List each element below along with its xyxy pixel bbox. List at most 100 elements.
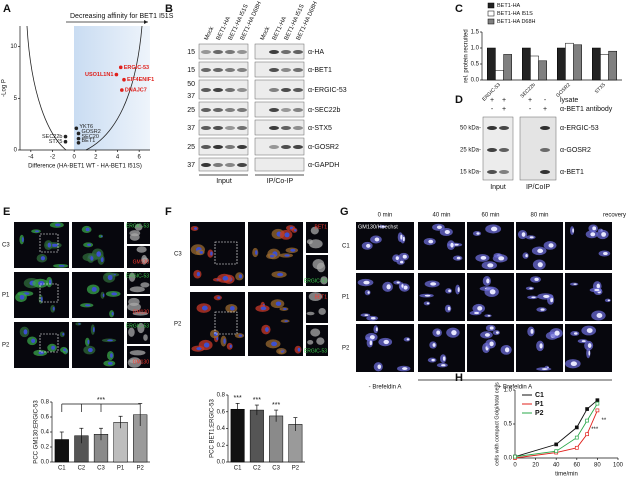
x-tick-label: C2	[253, 466, 261, 472]
nucleus	[374, 237, 380, 242]
nucleus	[366, 243, 371, 248]
legend-label: BET1-HA	[497, 3, 521, 9]
y-tick-label: 1.0	[471, 46, 480, 52]
mw-label: 50	[187, 81, 195, 88]
blot-strip	[254, 137, 305, 156]
sign: +	[502, 106, 506, 113]
nucleus	[284, 232, 290, 238]
micrograph	[72, 322, 124, 368]
nucleus	[531, 296, 536, 299]
band	[293, 50, 303, 54]
bar	[565, 42, 574, 81]
nucleus	[548, 243, 554, 248]
nucleus	[537, 262, 543, 268]
cell	[140, 282, 150, 288]
marker	[595, 401, 600, 406]
nucleus	[504, 347, 510, 353]
significance: ***	[253, 397, 261, 404]
marker	[554, 442, 559, 447]
band	[269, 50, 279, 54]
channel-label: GM130	[133, 309, 150, 315]
nucleus	[572, 228, 574, 233]
mw-label: 15 kDa-	[460, 170, 481, 176]
x-tick-label: P2	[292, 466, 300, 472]
band	[540, 170, 550, 174]
cell	[318, 308, 326, 315]
cell	[59, 331, 65, 338]
nucleus	[537, 248, 544, 253]
nucleus	[442, 356, 446, 361]
band	[225, 88, 235, 92]
highlight-region	[74, 26, 150, 150]
nucleus	[436, 225, 442, 230]
nucleus	[400, 234, 403, 240]
nucleus	[477, 306, 483, 311]
band	[213, 145, 223, 149]
y-tick-label: 0.2	[41, 445, 50, 451]
threshold-curve	[26, 25, 67, 151]
cell	[129, 350, 146, 356]
column-label: 60 min	[481, 213, 499, 219]
threshold-curve	[85, 25, 143, 151]
band	[269, 126, 279, 130]
nucleus	[377, 364, 382, 370]
nucleus	[369, 340, 373, 346]
x-tick-label: -4	[28, 155, 34, 161]
blot-strip	[482, 116, 514, 181]
antibody-label: α-BET1	[560, 169, 584, 176]
nucleus	[223, 338, 226, 344]
panel-label: D	[455, 94, 463, 106]
nucleus	[530, 328, 534, 334]
point-label: DNAJC7	[125, 88, 147, 94]
nucleus	[581, 340, 586, 343]
blot-strip	[254, 157, 305, 172]
band	[487, 126, 497, 130]
blot-strip	[254, 119, 305, 136]
nucleus	[284, 320, 288, 322]
sign: -	[529, 106, 532, 113]
band	[237, 50, 247, 54]
nucleus	[271, 341, 278, 347]
nucleus	[210, 251, 213, 256]
band	[499, 148, 509, 152]
y-tick-label: 0.6	[217, 409, 226, 415]
nucleus	[110, 353, 113, 358]
nucleus	[603, 252, 608, 256]
nucleus	[277, 272, 284, 277]
cell	[143, 334, 148, 341]
antibody-label: α-STX5	[308, 125, 332, 132]
nucleus	[91, 286, 97, 292]
band	[225, 108, 235, 112]
antibody-label: α-GOSR2	[308, 144, 339, 151]
band	[499, 170, 509, 174]
y-tick-label: 0.0	[471, 78, 480, 84]
band	[225, 68, 235, 72]
panel-label: C	[455, 3, 463, 15]
cell	[455, 284, 461, 295]
mw-label: 37	[187, 162, 195, 169]
significance: ***	[97, 397, 105, 404]
band	[487, 148, 497, 152]
nucleus	[498, 256, 505, 261]
band	[269, 145, 279, 149]
band	[237, 108, 247, 112]
nucleus	[400, 260, 404, 264]
cell	[586, 348, 591, 359]
band	[269, 88, 279, 92]
cell	[310, 226, 319, 235]
legend-label: P1	[535, 401, 544, 408]
nucleus	[448, 289, 451, 293]
marker	[585, 407, 589, 411]
band	[237, 163, 247, 167]
cell	[134, 223, 143, 231]
cell	[306, 311, 315, 316]
x-tick-label: STX5	[594, 82, 607, 95]
nucleus	[260, 306, 267, 311]
zoom-box	[214, 241, 238, 265]
nucleus	[199, 250, 204, 254]
y-axis-label: PCC BET1:ERGIC-53	[210, 398, 216, 457]
lane-label: Mock	[260, 25, 272, 41]
nucleus	[111, 311, 114, 316]
cell	[306, 239, 313, 245]
